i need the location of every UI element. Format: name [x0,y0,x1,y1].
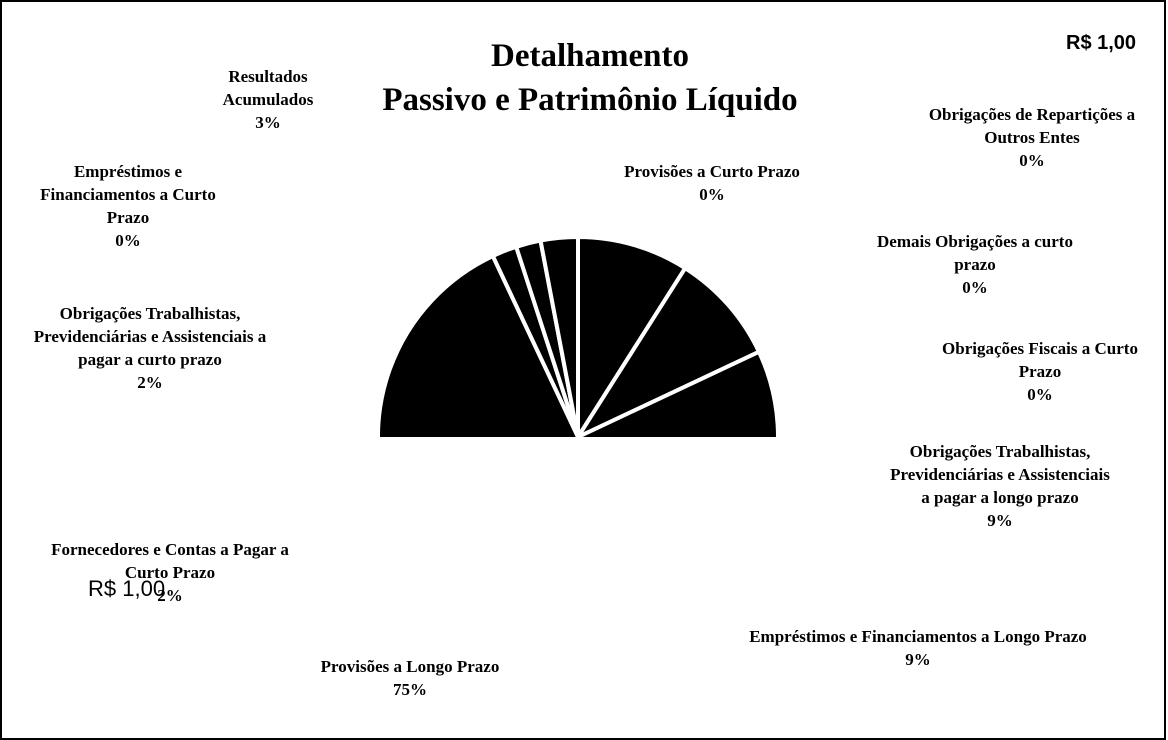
category-label: Empréstimos e Financiamentos a Longo Pra… [749,627,1087,646]
value-label: 2% [137,373,163,392]
annotation: R$ 1,00 [88,576,166,601]
value-label: 75% [393,680,427,699]
annotation: R$ 1,00 [1066,32,1137,54]
category-label: Provisões a Curto Prazo [624,162,800,181]
chart-title: Detalhamento [491,38,689,74]
value-label: 3% [255,113,281,132]
slice-label: Resultados Acumulados 3% [203,65,333,134]
category-label: Provisões a Longo Prazo [320,657,500,676]
value-label: 0% [699,185,725,204]
category-label: Demais Obrigações a curto prazo [877,232,1073,274]
pie-slice [376,253,780,437]
slice-label: Obrigações Trabalhistas, Previdenciárias… [30,302,270,394]
value-label: 0% [1019,151,1045,170]
value-label: 0% [962,278,988,297]
value-label: 9% [905,650,931,669]
slice-label: Demais Obrigações a curto prazo 0% [865,230,1085,299]
slice-label: Empréstimos e Financiamentos a Longo Pra… [748,625,1088,671]
value-label: 9% [987,511,1013,530]
slice-label: Fornecedores e Contas a Pagar a Curto Pr… [40,538,300,607]
slice-label: Provisões a Curto Prazo 0% [612,160,812,206]
value-label: 2% [157,586,183,605]
category-label: Obrigações Trabalhistas, Previdenciárias… [890,442,1110,507]
slice-label: Obrigações Trabalhistas, Previdenciárias… [885,440,1115,532]
value-label: 0% [1027,385,1053,404]
category-label: Fornecedores e Contas a Pagar a Curto Pr… [51,540,289,582]
value-label: 0% [115,231,141,250]
slice-label: Empréstimos e Financiamentos a Curto Pra… [28,160,228,252]
category-label: Obrigações Trabalhistas, Previdenciárias… [33,304,267,369]
slice-label: Provisões a Longo Prazo 75% [310,655,510,701]
slices [376,234,780,437]
category-label: Obrigações de Repartições a Outros Entes [928,105,1136,147]
category-label: Resultados Acumulados [222,67,314,109]
category-label: Obrigações Fiscais a Curto Prazo [942,339,1138,381]
chart-subtitle: Passivo e Patrimônio Líquido [382,82,798,118]
slice-label: Obrigações Fiscais a Curto Prazo 0% [930,337,1150,406]
category-label: Empréstimos e Financiamentos a Curto Pra… [40,162,216,227]
pie-slice [576,234,688,437]
pie-slice [575,265,762,437]
slice-label: Obrigações de Repartições a Outros Entes… [922,103,1142,172]
